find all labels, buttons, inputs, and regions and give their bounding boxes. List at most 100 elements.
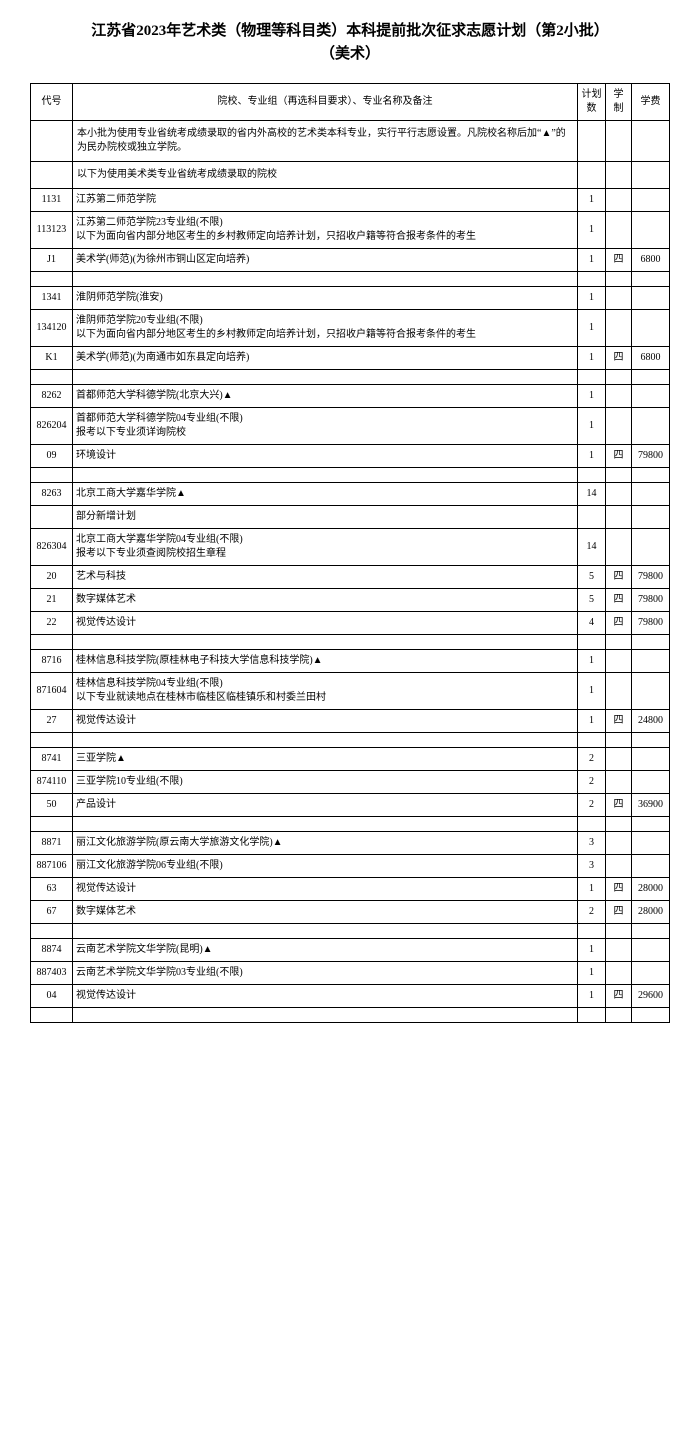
cell-name: 北京工商大学嘉华学院▲ xyxy=(73,483,578,506)
cell-fee: 6800 xyxy=(632,347,670,370)
cell-fee xyxy=(632,287,670,310)
cell-name: 丽江文化旅游学院(原云南大学旅游文化学院)▲ xyxy=(73,832,578,855)
title-line-1: 江苏省2023年艺术类（物理等科目类）本科提前批次征求志愿计划（第2小批） xyxy=(91,23,609,39)
cell-plan: 2 xyxy=(578,771,606,794)
cell-name: 淮阴师范学院(淮安) xyxy=(73,287,578,310)
cell-code: 27 xyxy=(31,710,73,733)
cell-plan: 1 xyxy=(578,710,606,733)
cell-plan: 14 xyxy=(578,529,606,566)
cell-plan: 3 xyxy=(578,855,606,878)
cell-plan: 1 xyxy=(578,939,606,962)
spacer-row xyxy=(31,370,670,385)
cell-code: 826204 xyxy=(31,408,73,445)
cell-code: 20 xyxy=(31,566,73,589)
table-row: 50产品设计2四36900 xyxy=(31,794,670,817)
cell-fee: 79800 xyxy=(632,445,670,468)
spacer-row xyxy=(31,272,670,287)
table-row: 22视觉传达设计4四79800 xyxy=(31,612,670,635)
cell-code: 826304 xyxy=(31,529,73,566)
cell-duration xyxy=(606,385,632,408)
cell-name: 三亚学院▲ xyxy=(73,748,578,771)
cell-plan: 1 xyxy=(578,650,606,673)
cell-name: 江苏第二师范学院23专业组(不限)以下为面向省内部分地区考生的乡村教师定向培养计… xyxy=(73,212,578,249)
table-row: 1341淮阴师范学院(淮安)1 xyxy=(31,287,670,310)
cell-code: 50 xyxy=(31,794,73,817)
cell-fee: 79800 xyxy=(632,589,670,612)
header-duration: 学制 xyxy=(606,84,632,121)
cell-code: 134120 xyxy=(31,310,73,347)
cell-duration: 四 xyxy=(606,612,632,635)
table-row: 20艺术与科技5四79800 xyxy=(31,566,670,589)
table-row: 8871丽江文化旅游学院(原云南大学旅游文化学院)▲3 xyxy=(31,832,670,855)
cell-name: 视觉传达设计 xyxy=(73,878,578,901)
cell-fee xyxy=(632,832,670,855)
cell-plan: 1 xyxy=(578,385,606,408)
cell-duration xyxy=(606,529,632,566)
table-row: K1美术学(师范)(为南通市如东县定向培养)1四6800 xyxy=(31,347,670,370)
cell-code: 8262 xyxy=(31,385,73,408)
cell-code: 09 xyxy=(31,445,73,468)
cell-fee: 79800 xyxy=(632,612,670,635)
note-row-1: 本小批为使用专业省统考成绩录取的省内外高校的艺术类本科专业，实行平行志愿设置。凡… xyxy=(31,121,670,162)
table-row: 27视觉传达设计1四24800 xyxy=(31,710,670,733)
spacer-row xyxy=(31,924,670,939)
cell-name: 数字媒体艺术 xyxy=(73,589,578,612)
cell-name: 首都师范大学科德学院(北京大兴)▲ xyxy=(73,385,578,408)
cell-fee xyxy=(632,962,670,985)
table-row: J1美术学(师范)(为徐州市铜山区定向培养)1四6800 xyxy=(31,249,670,272)
cell-fee: 24800 xyxy=(632,710,670,733)
cell-code: 8741 xyxy=(31,748,73,771)
cell-fee: 28000 xyxy=(632,878,670,901)
cell-code: 113123 xyxy=(31,212,73,249)
cell-plan: 5 xyxy=(578,589,606,612)
cell-plan: 1 xyxy=(578,189,606,212)
cell-code: 874110 xyxy=(31,771,73,794)
cell-fee: 79800 xyxy=(632,566,670,589)
cell-duration xyxy=(606,310,632,347)
cell-name: 淮阴师范学院20专业组(不限)以下为面向省内部分地区考生的乡村教师定向培养计划，… xyxy=(73,310,578,347)
table-row: 8262首都师范大学科德学院(北京大兴)▲1 xyxy=(31,385,670,408)
table-row: 8741三亚学院▲2 xyxy=(31,748,670,771)
table-row: 8874云南艺术学院文华学院(昆明)▲1 xyxy=(31,939,670,962)
header-code: 代号 xyxy=(31,84,73,121)
cell-plan: 1 xyxy=(578,673,606,710)
cell-plan: 4 xyxy=(578,612,606,635)
cell-duration xyxy=(606,771,632,794)
cell-plan: 1 xyxy=(578,445,606,468)
cell-plan: 1 xyxy=(578,962,606,985)
cell-code: 63 xyxy=(31,878,73,901)
cell-plan: 1 xyxy=(578,408,606,445)
cell-fee xyxy=(632,939,670,962)
cell-duration: 四 xyxy=(606,249,632,272)
spacer-row xyxy=(31,733,670,748)
title-line-2: （美术） xyxy=(320,46,380,62)
spacer-row xyxy=(31,468,670,483)
cell-name: 江苏第二师范学院 xyxy=(73,189,578,212)
table-row: 21数字媒体艺术5四79800 xyxy=(31,589,670,612)
header-name: 院校、专业组（再选科目要求）、专业名称及备注 xyxy=(73,84,578,121)
cell-name: 视觉传达设计 xyxy=(73,710,578,733)
cell-duration: 四 xyxy=(606,445,632,468)
spacer-row xyxy=(31,1008,670,1023)
cell-name: 云南艺术学院文华学院03专业组(不限) xyxy=(73,962,578,985)
cell-code: J1 xyxy=(31,249,73,272)
cell-duration: 四 xyxy=(606,566,632,589)
header-fee: 学费 xyxy=(632,84,670,121)
table-row: 63视觉传达设计1四28000 xyxy=(31,878,670,901)
cell-duration xyxy=(606,962,632,985)
cell-duration xyxy=(606,855,632,878)
cell-name: 桂林信息科技学院04专业组(不限)以下专业就读地点在桂林市临桂区临桂镇乐和村委兰… xyxy=(73,673,578,710)
cell-fee xyxy=(632,748,670,771)
cell-fee xyxy=(632,529,670,566)
note-1: 本小批为使用专业省统考成绩录取的省内外高校的艺术类本科专业，实行平行志愿设置。凡… xyxy=(73,121,578,162)
cell-name: 部分新增计划 xyxy=(73,506,578,529)
cell-duration: 四 xyxy=(606,589,632,612)
table-row: 887106丽江文化旅游学院06专业组(不限)3 xyxy=(31,855,670,878)
table-row: 887403云南艺术学院文华学院03专业组(不限)1 xyxy=(31,962,670,985)
cell-plan xyxy=(578,506,606,529)
cell-code: 21 xyxy=(31,589,73,612)
cell-duration: 四 xyxy=(606,901,632,924)
cell-code: 1131 xyxy=(31,189,73,212)
cell-duration: 四 xyxy=(606,985,632,1008)
note-2: 以下为使用美术类专业省统考成绩录取的院校 xyxy=(73,162,578,189)
